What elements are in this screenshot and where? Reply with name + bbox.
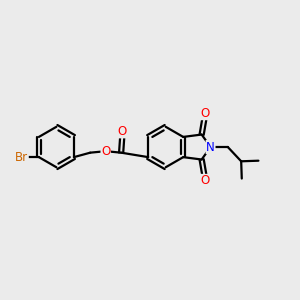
Text: O: O — [101, 145, 110, 158]
Text: O: O — [200, 174, 209, 188]
Text: N: N — [206, 140, 215, 154]
Text: O: O — [200, 106, 209, 120]
Text: O: O — [118, 125, 127, 138]
Text: Br: Br — [15, 151, 28, 164]
